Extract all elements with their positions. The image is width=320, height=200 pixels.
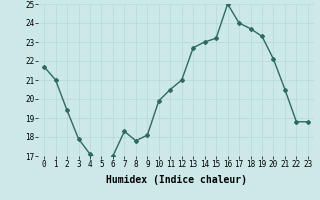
X-axis label: Humidex (Indice chaleur): Humidex (Indice chaleur) bbox=[106, 175, 246, 185]
